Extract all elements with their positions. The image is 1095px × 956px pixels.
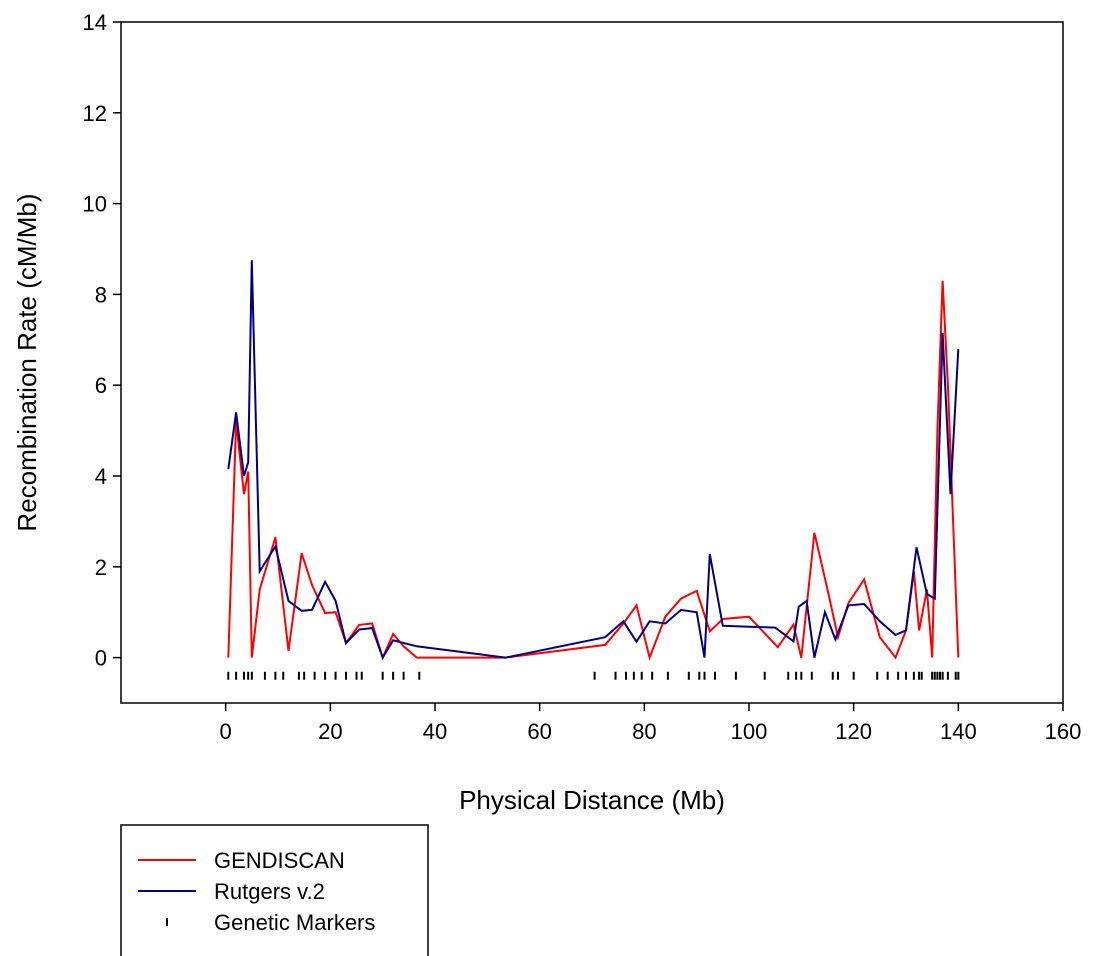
x-tick-label: 40: [423, 719, 447, 744]
x-axis: 0 20 40 60 80 100 120 140 160: [220, 703, 1082, 744]
x-tick-label: 160: [1045, 719, 1082, 744]
y-axis: 0 2 4 6 8 10 12 14: [83, 10, 121, 671]
genetic-markers-layer: [227, 671, 960, 680]
y-tick-label: 10: [83, 192, 107, 217]
x-tick-label: 140: [940, 719, 977, 744]
series-line-rutgers-v-2: [227, 260, 960, 660]
legend-label: GENDISCAN: [214, 848, 345, 873]
x-tick-label: 80: [632, 719, 656, 744]
x-tick-label: 60: [527, 719, 551, 744]
legend-label: Rutgers v.2: [214, 879, 325, 904]
y-tick-label: 2: [95, 555, 107, 580]
x-tick-label: 20: [318, 719, 342, 744]
y-tick-label: 0: [95, 646, 107, 671]
x-tick-label: 120: [835, 719, 872, 744]
x-tick-label: 0: [220, 719, 232, 744]
plot-frame: [120, 21, 1064, 704]
y-tick-label: 14: [83, 10, 107, 35]
y-tick-label: 4: [95, 464, 107, 489]
y-axis-title: Recombination Rate (cM/Mb): [12, 193, 42, 531]
legend-label: Genetic Markers: [214, 910, 375, 935]
legend: GENDISCAN Rutgers v.2 Genetic Markers: [120, 824, 429, 956]
series-line-gendiscan: [227, 280, 960, 661]
y-tick-label: 8: [95, 282, 107, 307]
y-tick-label: 6: [95, 373, 107, 398]
y-tick-label: 12: [83, 101, 107, 126]
series-lines-layer: [227, 260, 960, 661]
x-axis-title: Physical Distance (Mb): [459, 785, 725, 815]
x-tick-label: 100: [731, 719, 768, 744]
